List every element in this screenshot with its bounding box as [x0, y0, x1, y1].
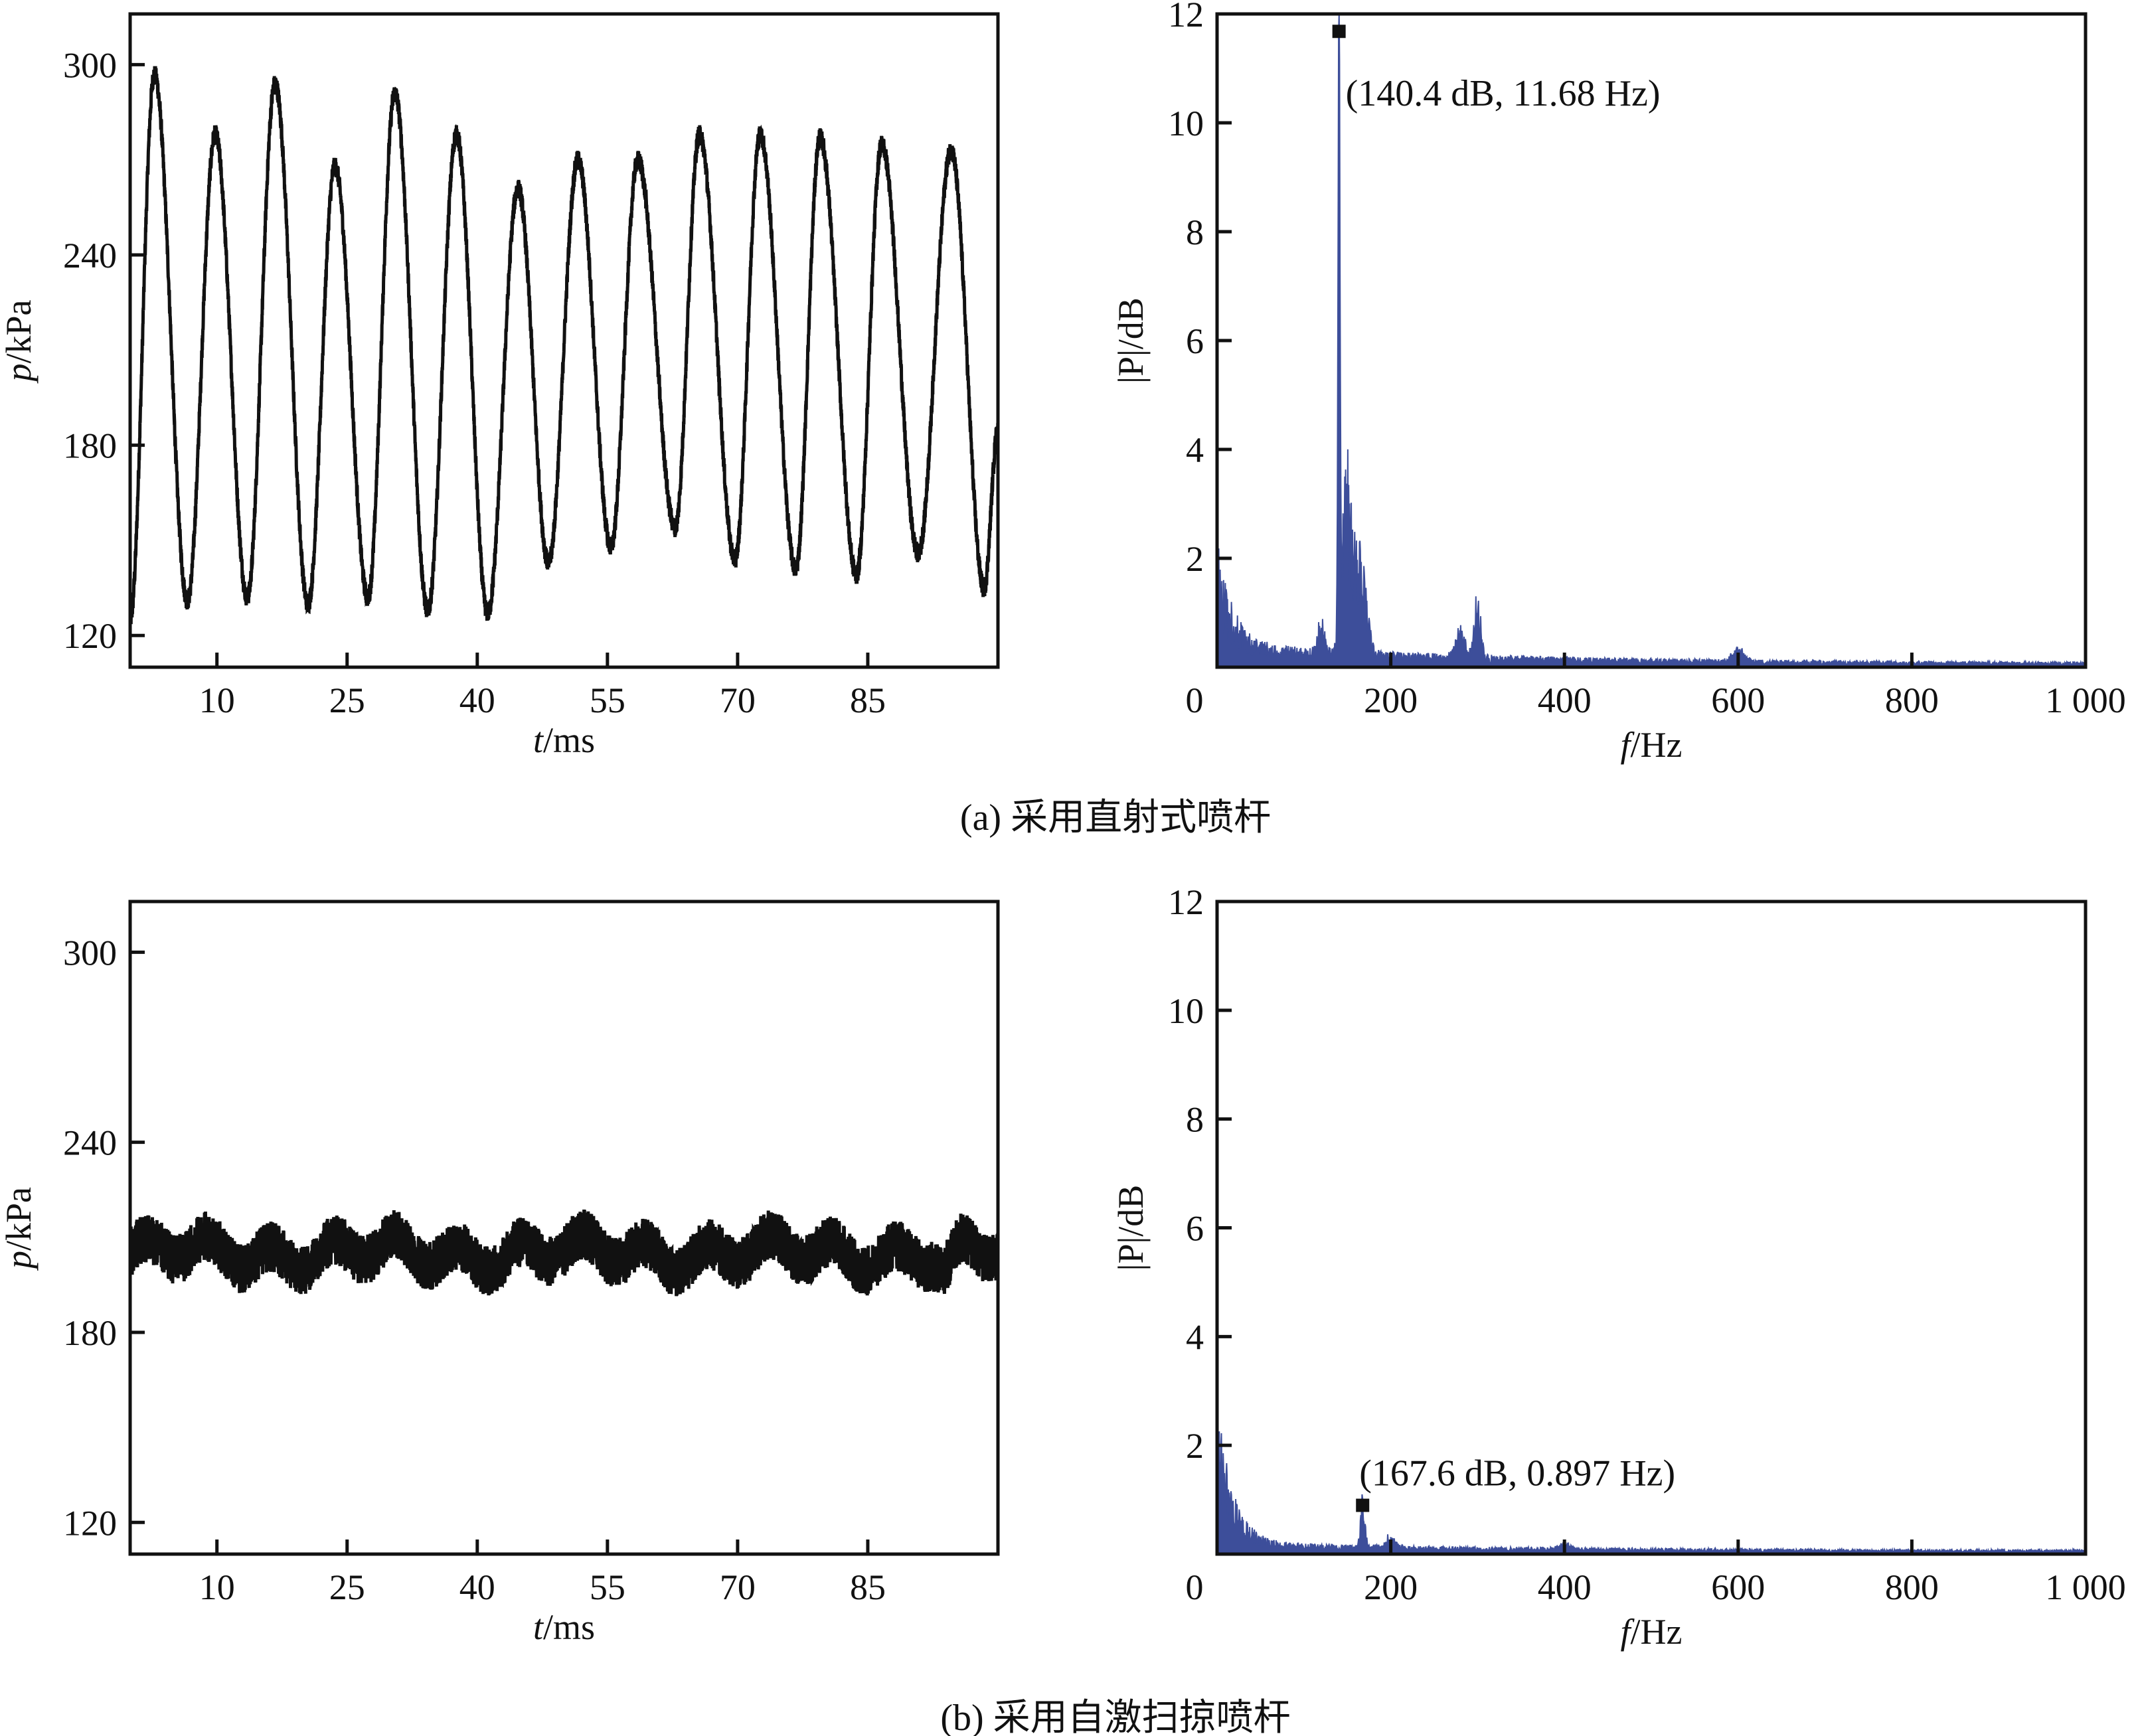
x-tick-label: 600 — [1711, 1567, 1765, 1607]
x-axis-label: f/Hz — [1621, 1612, 1683, 1652]
x-axis-unit: /Hz — [1631, 725, 1683, 765]
y-tick-label: 4 — [1186, 430, 1204, 470]
y-tick-label: 12 — [1168, 882, 1204, 922]
panel-a-time: 10 25 40 55 70 85 120 180 240 300 t/ms p/kPa — [0, 12, 1000, 760]
y-axis-symbol: p — [0, 1251, 39, 1271]
x-axis-symbol: t — [533, 720, 544, 760]
x-axis-label: f/Hz — [1621, 725, 1683, 765]
y-axis-label: |P|/dB — [1111, 297, 1151, 384]
peak-annotation: (167.6 dB, 0.897 Hz) — [1359, 1453, 1675, 1494]
x-tick-label: 1 000 — [2045, 1567, 2126, 1607]
y-axis-label: p/kPa — [0, 299, 39, 384]
x-tick-label: 10 — [199, 1567, 235, 1607]
x-tick-label: 10 — [199, 680, 235, 720]
x-tick-label: 40 — [459, 1567, 495, 1607]
x-tick-label: 25 — [329, 680, 365, 720]
x-axis-unit: /Hz — [1631, 1612, 1683, 1652]
y-axis-unit: /kPa — [0, 1187, 39, 1251]
y-tick-label: 180 — [63, 1313, 117, 1353]
panel-b-spectrum: (167.6 dB, 0.897 Hz) 0 200 400 600 800 1 000 2 4… — [1111, 882, 2126, 1652]
x-tick-label: 70 — [720, 1567, 756, 1607]
x-axis-label: t/ms — [533, 1607, 595, 1647]
x-tick-label: 25 — [329, 1567, 365, 1607]
x-tick-label: 70 — [720, 680, 756, 720]
x-tick-label: 400 — [1538, 1567, 1592, 1607]
caption-a: (a) 采用直射式喷杆 — [960, 797, 1271, 838]
y-tick-label: 4 — [1186, 1317, 1204, 1357]
x-tick-label: 0 — [1186, 680, 1204, 720]
y-axis-label: p/kPa — [0, 1187, 39, 1271]
y-tick-label: 6 — [1186, 321, 1204, 361]
x-tick-label: 200 — [1364, 1567, 1418, 1607]
y-tick-label: 180 — [63, 426, 117, 466]
x-tick-label: 200 — [1364, 680, 1418, 720]
x-axis-unit: /ms — [543, 720, 595, 760]
x-tick-label: 40 — [459, 680, 495, 720]
y-tick-label: 12 — [1168, 0, 1204, 35]
y-axis-label: |P|/dB — [1111, 1185, 1151, 1271]
x-tick-label: 55 — [590, 680, 625, 720]
x-tick-label: 600 — [1711, 680, 1765, 720]
x-tick-label: 800 — [1885, 1567, 1939, 1607]
plot-frame — [128, 900, 1000, 1556]
panel-a-spectrum: (140.4 dB, 11.68 Hz) 0 200 400 600 800 1 000 2 4… — [1111, 0, 2126, 765]
pressure-series-line — [128, 66, 1000, 625]
y-tick-label: 2 — [1186, 1426, 1204, 1466]
y-tick-label: 10 — [1168, 991, 1204, 1031]
y-tick-label: 300 — [63, 45, 117, 85]
y-axis-unit: /kPa — [0, 299, 39, 363]
x-tick-label: 85 — [850, 680, 886, 720]
y-tick-label: 6 — [1186, 1209, 1204, 1249]
x-tick-label: 1 000 — [2045, 680, 2126, 720]
x-axis-label: t/ms — [533, 720, 595, 760]
peak-marker — [1332, 25, 1346, 39]
peak-annotation: (140.4 dB, 11.68 Hz) — [1346, 73, 1661, 114]
y-tick-label: 8 — [1186, 1100, 1204, 1140]
pressure-series-line — [128, 1209, 1000, 1297]
caption-b: (b) 采用自激扫掠喷杆 — [940, 1697, 1290, 1736]
y-tick-label: 2 — [1186, 539, 1204, 579]
y-tick-label: 8 — [1186, 212, 1204, 252]
x-tick-label: 0 — [1186, 1567, 1204, 1607]
y-tick-label: 300 — [63, 933, 117, 973]
y-tick-label: 120 — [63, 616, 117, 656]
x-tick-label: 800 — [1885, 680, 1939, 720]
y-tick-label: 240 — [63, 1123, 117, 1163]
x-tick-label: 400 — [1538, 680, 1592, 720]
x-axis-symbol: t — [533, 1607, 544, 1647]
spectrum-area — [1216, 13, 2086, 668]
y-tick-label: 240 — [63, 236, 117, 276]
peak-marker — [1356, 1498, 1370, 1512]
x-axis-unit: /ms — [543, 1607, 595, 1647]
y-axis-symbol: p — [0, 364, 39, 384]
x-tick-label: 85 — [850, 1567, 886, 1607]
x-tick-label: 55 — [590, 1567, 625, 1607]
panel-b-time: 10 25 40 55 70 85 120 180 240 300 t/ms p/kPa — [0, 900, 1000, 1647]
plot-frame — [128, 12, 1000, 669]
y-tick-label: 10 — [1168, 104, 1204, 143]
y-tick-label: 120 — [63, 1503, 117, 1543]
